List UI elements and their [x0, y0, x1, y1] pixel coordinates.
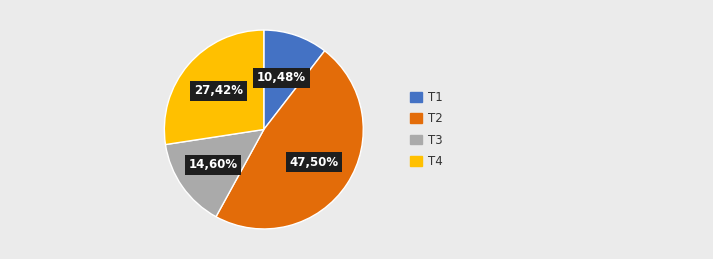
Text: 14,60%: 14,60%	[189, 158, 238, 171]
Text: 27,42%: 27,42%	[194, 84, 243, 97]
Legend: T1, T2, T3, T4: T1, T2, T3, T4	[406, 88, 446, 171]
Wedge shape	[165, 30, 264, 145]
Wedge shape	[165, 130, 264, 217]
Wedge shape	[216, 51, 363, 229]
Text: 47,50%: 47,50%	[289, 156, 338, 169]
Wedge shape	[264, 30, 324, 130]
Text: 10,48%: 10,48%	[257, 71, 306, 84]
